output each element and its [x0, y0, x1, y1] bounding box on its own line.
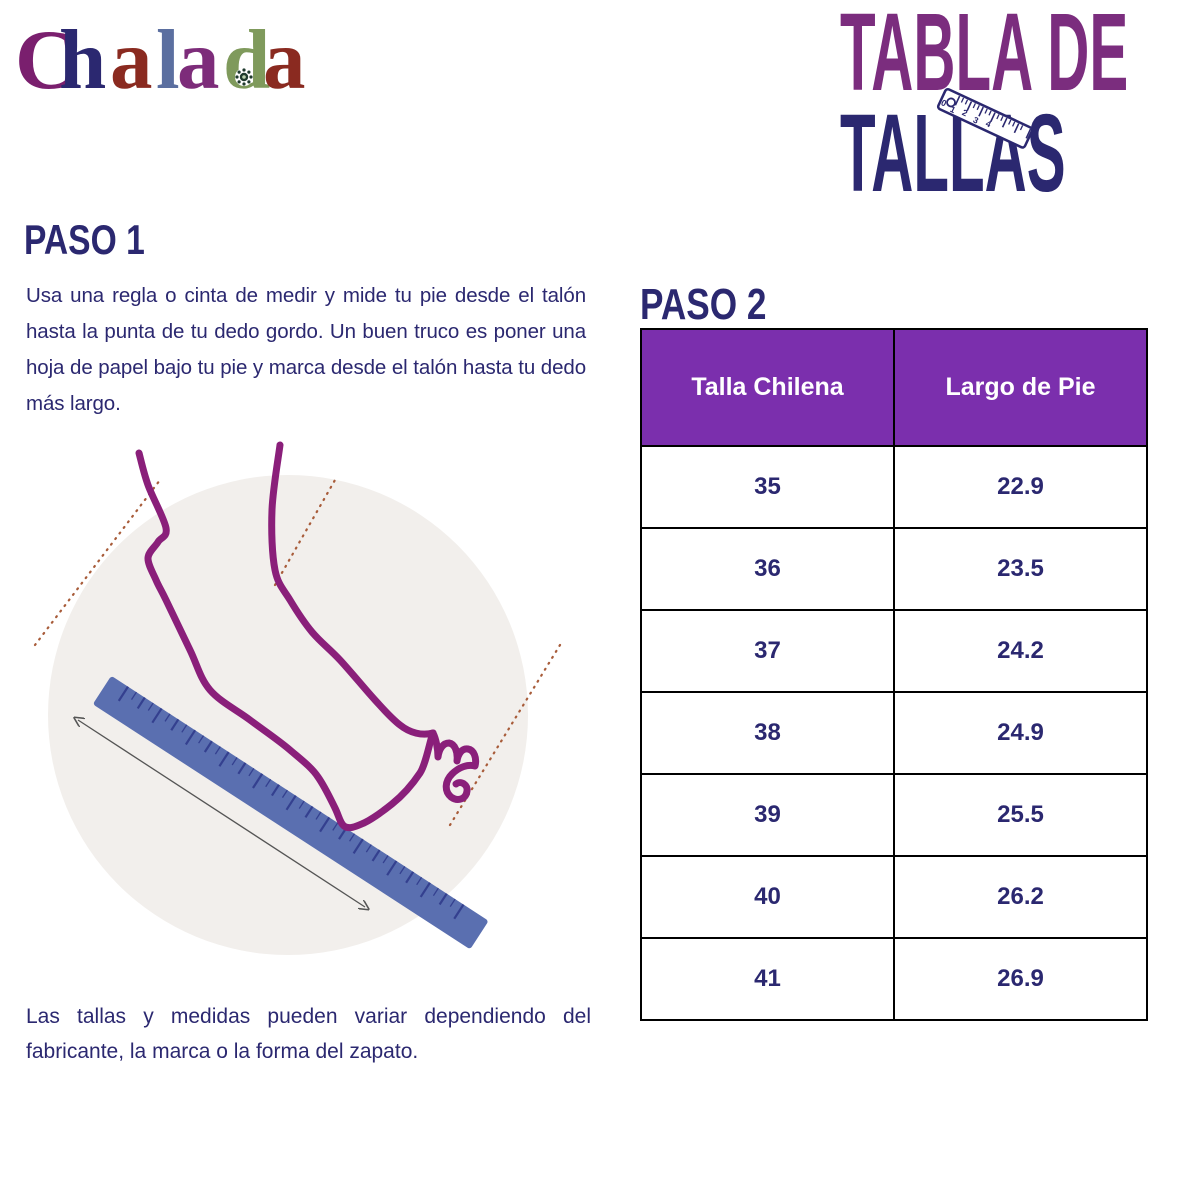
svg-text:h: h — [59, 13, 106, 107]
svg-text:a: a — [110, 13, 153, 107]
svg-text:a: a — [263, 13, 306, 107]
svg-text:a: a — [177, 13, 220, 107]
